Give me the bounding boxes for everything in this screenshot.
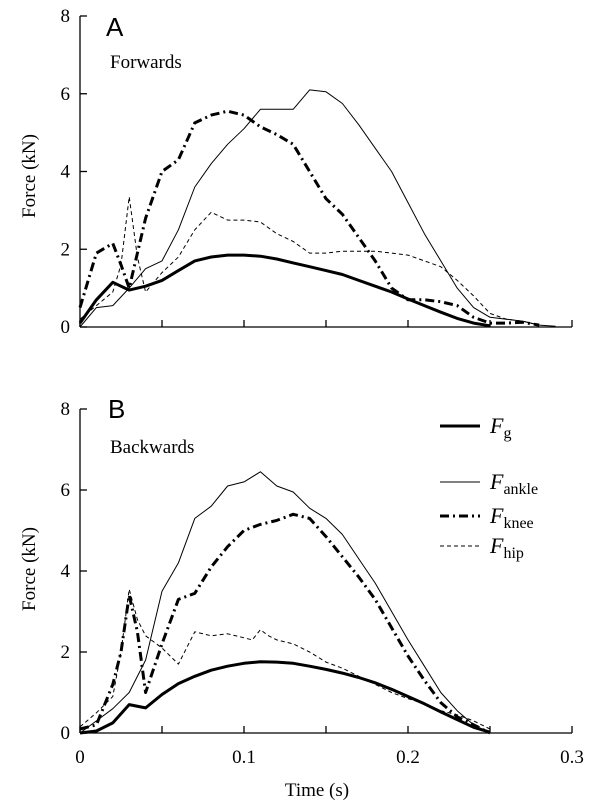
x-tick-label: 0.2: [396, 747, 420, 768]
series-fankle-line: [79, 471, 491, 734]
series-fknee-line: [79, 512, 491, 735]
legend-label: Fknee: [489, 503, 534, 532]
y-axis-label: Force (kN): [19, 527, 40, 611]
y-axis-label: Force (kN): [19, 134, 40, 218]
legend-item-fhip: Fhip: [440, 533, 524, 562]
panel-letter: A: [106, 12, 124, 42]
y-tick-label: 8: [61, 6, 71, 27]
legend: Fg Fankle Fknee Fhip: [440, 413, 538, 562]
panel-title: Backwards: [110, 437, 194, 458]
panel-forwards: 0 2 4 6 8 A Forwards Force (kN): [19, 6, 573, 338]
panel-letter: B: [108, 394, 125, 424]
legend-item-fg: Fg: [440, 413, 511, 442]
y-tick-label: 4: [61, 162, 71, 183]
legend-label: Fhip: [489, 533, 524, 562]
x-tick-label: 0.1: [232, 747, 256, 768]
y-tick-label: 6: [61, 480, 71, 501]
series-fhip-line: [79, 196, 540, 326]
series-fg-line: [78, 253, 491, 328]
legend-label: Fankle: [489, 469, 538, 498]
series-fankle-line: [79, 89, 556, 328]
y-tick-label: 0: [61, 317, 71, 338]
y-tick-label: 4: [61, 561, 71, 582]
y-tick-label: 2: [61, 642, 71, 663]
y-tick-label: 2: [61, 239, 71, 260]
legend-item-fankle: Fankle: [440, 469, 538, 498]
panel-backwards: 0 2 4 6 8 0 0.1 0.2 0.3 B Backwards Force (kN) T…: [19, 394, 584, 801]
legend-item-fknee: Fknee: [440, 503, 534, 532]
y-tick-label: 8: [61, 399, 71, 420]
series-fhip-line: [79, 588, 491, 730]
legend-label: Fg: [489, 413, 511, 442]
series-fknee-line: [78, 109, 540, 327]
x-tick-label: 0.3: [560, 747, 584, 768]
x-tick-label: 0: [75, 747, 85, 768]
panel-title: Forwards: [110, 52, 182, 73]
y-tick-label: 6: [61, 84, 71, 105]
y-tick-label: 0: [61, 723, 71, 744]
x-axis-label: Time (s): [285, 780, 349, 801]
